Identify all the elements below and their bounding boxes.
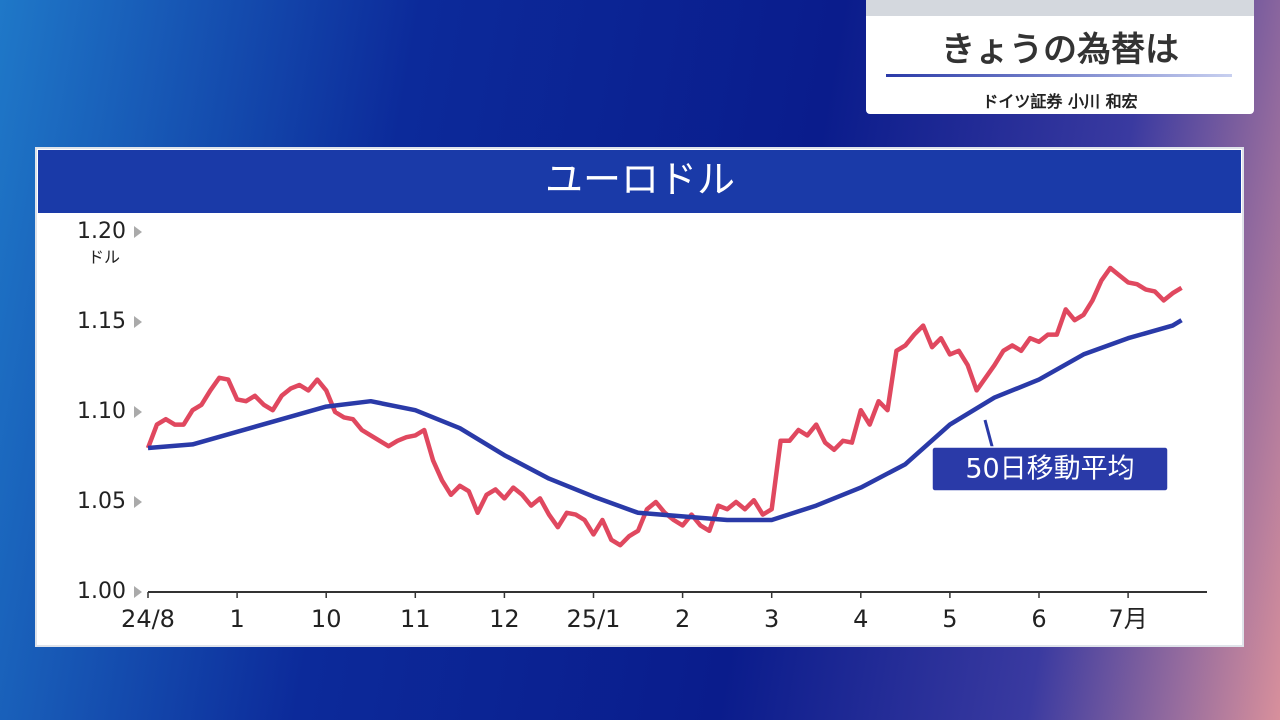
y-tick-marker [134,586,142,598]
header-box: きょうの為替は ドイツ証券 小川 和宏 [866,0,1254,114]
x-tick-label: 24/8 [121,605,175,633]
x-tick-label: 10 [311,605,342,633]
callout-label: 50日移動平均 [965,454,1134,485]
x-tick-label: 12 [489,605,520,633]
y-tick-label: 1.15 [77,309,126,334]
header-subtitle: ドイツ証券 小川 和宏 [982,92,1138,111]
x-tick-label: 1 [229,605,244,633]
y-tick-label: 1.10 [77,399,126,424]
x-tick-label: 5 [942,605,957,633]
x-tick-label: 4 [853,605,868,633]
y-axis-label: ドル [88,248,120,267]
header-strip [866,0,1254,16]
callout-box [931,446,1169,492]
y-tick-label: 1.20 [77,219,126,244]
x-tick-label: 25/1 [567,605,621,633]
y-tick-marker [134,496,142,508]
x-tick-label: 7月 [1108,605,1147,633]
y-tick-marker [134,226,142,238]
chart-panel [35,147,1244,647]
chart-title-bar [38,150,1241,213]
x-tick-label: 2 [675,605,690,633]
header-rule [886,74,1232,77]
y-tick-marker [134,406,142,418]
y-tick-marker [134,316,142,328]
x-tick-label: 6 [1031,605,1046,633]
series-line [147,318,1183,523]
x-tick-label: 11 [400,605,431,633]
y-tick-label: 1.00 [77,579,126,604]
y-tick-label: 1.05 [77,489,126,514]
chart-title: ユーロドル [545,158,735,202]
callout-pointer [983,419,995,451]
x-tick-label: 3 [764,605,779,633]
header-title: きょうの為替は [941,30,1179,70]
